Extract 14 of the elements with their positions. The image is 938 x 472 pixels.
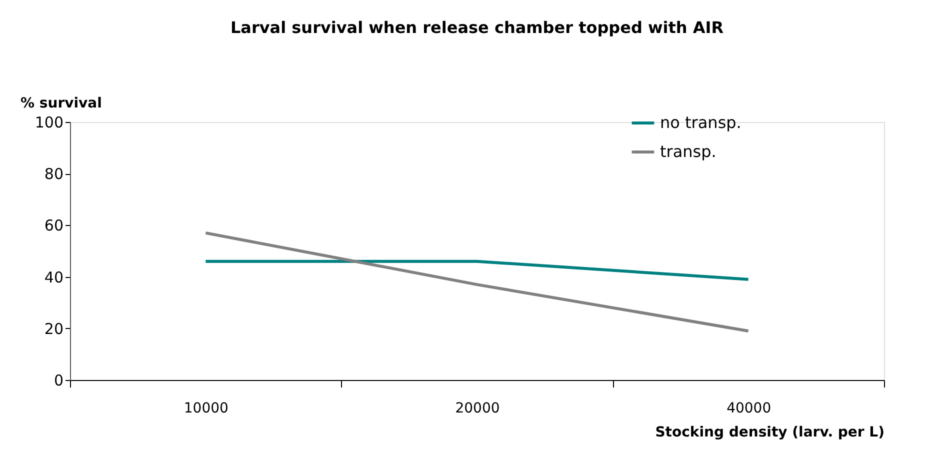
- legend-label: no transp.: [660, 113, 742, 132]
- x-tick-label: 40000: [726, 400, 772, 416]
- y-tick-label: 60: [44, 216, 64, 235]
- y-tick-label: 40: [44, 268, 64, 286]
- x-axis-title: Stocking density (larv. per L): [655, 424, 884, 440]
- y-tick-label: 20: [44, 320, 64, 338]
- y-tick-label: 100: [34, 114, 64, 132]
- y-axis-title: % survival: [20, 96, 102, 112]
- x-tick-label: 20000: [455, 400, 500, 416]
- chart-title: Larval survival when release chamber topped with AIR: [230, 18, 724, 37]
- y-tick-label: 80: [44, 165, 64, 184]
- x-tick-label: 10000: [184, 400, 228, 416]
- y-tick-label: 0: [54, 372, 64, 390]
- legend-label: transp.: [660, 142, 716, 161]
